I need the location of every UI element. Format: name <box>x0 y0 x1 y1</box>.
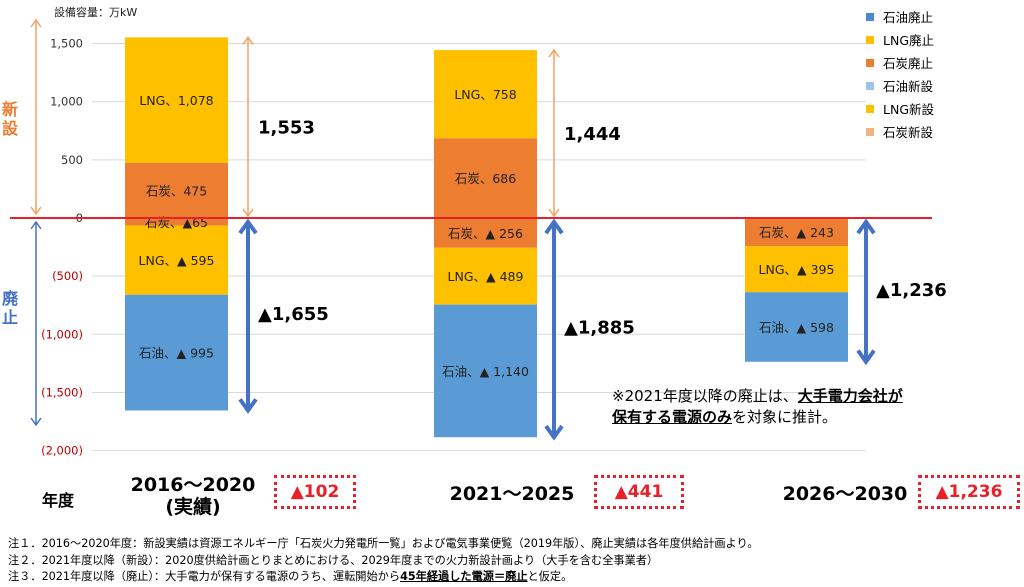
total-new-label: 1,444 <box>564 124 621 145</box>
legend-label: LNG廃止 <box>883 33 935 48</box>
bar-label: 石炭、475 <box>146 183 207 198</box>
footnote-3: 注３．2021年度以降（廃止）：大手電力が保有する電源のうち、運転開始から45年… <box>8 569 759 586</box>
bar-segment <box>434 304 537 438</box>
bar-segment <box>745 292 848 362</box>
y-tick-label: 500 <box>61 153 83 167</box>
bar-label: 石油、▲ 598 <box>759 320 834 335</box>
chart-canvas: 1,5001,0005000(500)(1,000)(1,500)(2,000)… <box>10 18 947 458</box>
bar-segment <box>125 294 228 411</box>
footnotes: 注１．2016～2020年度：新設実績は資源エネルギー庁「石炭火力発電所一覧」お… <box>8 536 759 586</box>
new-side-arrow <box>30 18 42 216</box>
footnote-text: 注３．2021年度以降（廃止）：大手電力が保有する電源のうち、運転開始から <box>8 570 401 583</box>
legend-swatch <box>866 35 874 44</box>
y-tick-label: (500) <box>52 269 83 283</box>
remark-emphasis: 保有する電源のみ <box>612 408 733 426</box>
unit-label: 設備容量：万kW <box>54 6 138 19</box>
legend-swatch <box>866 104 874 113</box>
legend-item: 石炭新設 <box>866 120 934 143</box>
legend-item: 石油新設 <box>866 74 934 97</box>
footnote-2: 注２．2021年度以降（新設）：2020度供給計画とりまとめにおける、2029年… <box>8 553 659 567</box>
y-tick-label: (1,500) <box>41 385 83 399</box>
retire-side-arrow <box>30 220 42 427</box>
net-change-box: ▲102 <box>274 475 356 509</box>
bar-label: 石炭、▲ 243 <box>759 225 834 240</box>
total-new-arrow <box>242 36 254 218</box>
period-label-2026-2030: 2026～2030 <box>765 483 925 505</box>
legend-item: LNG廃止 <box>866 28 934 51</box>
period-line: 2021～2025 <box>449 483 575 505</box>
legend-label: 石炭新設 <box>883 125 934 140</box>
total-retire-arrow <box>238 218 258 414</box>
remark-text: ※2021年度以降の廃止は、 <box>612 387 798 405</box>
legend-label: 石油新設 <box>883 79 934 94</box>
net-change-box: ▲1,236 <box>918 475 1020 509</box>
bars <box>125 37 848 438</box>
y-tick-label: (2,000) <box>41 444 83 458</box>
bar-label: 石炭、▲ 256 <box>448 226 523 241</box>
remark-text: を対象に推計。 <box>732 408 838 426</box>
x-axis-label: 年度 <box>42 491 75 510</box>
total-retire-arrow <box>544 218 564 441</box>
footnote-text: と仮定。 <box>527 570 573 583</box>
bar-segment <box>434 138 537 218</box>
legend-label: 石炭廃止 <box>883 56 934 71</box>
total-retire-label: ▲1,885 <box>564 318 635 339</box>
bar-segment <box>745 246 848 293</box>
legend-swatch <box>866 127 874 136</box>
legend-swatch <box>866 58 874 67</box>
bar-segment <box>434 218 537 248</box>
bar-segment <box>125 37 228 163</box>
side-label-new: 新設 <box>2 100 19 138</box>
footnote-emphasis: 45年経過した電源＝廃止 <box>400 570 528 583</box>
bar-segment <box>125 225 228 295</box>
bar-label: LNG、1,078 <box>139 93 213 108</box>
legend-label: LNG新設 <box>883 102 935 117</box>
total-new-label: 1,553 <box>258 118 315 139</box>
legend-item: LNG新設 <box>866 97 934 120</box>
net-change-box: ▲441 <box>594 475 684 509</box>
total-retire-label: ▲1,236 <box>876 280 947 301</box>
period-line: (実績) <box>165 496 221 518</box>
bar-label: LNG、▲ 595 <box>139 253 215 268</box>
total-retire-label: ▲1,655 <box>258 304 329 325</box>
remark-note: ※2021年度以降の廃止は、大手電力会社が 保有する電源のみを対象に推計。 <box>612 386 992 428</box>
y-tick-label: (1,000) <box>41 327 83 341</box>
bar-label: 石炭、686 <box>455 171 516 186</box>
legend-item: 石油廃止 <box>866 5 934 28</box>
bar-segment <box>434 50 537 139</box>
total-arrows: 1,553 1,444 ▲1,655 ▲1,885 ▲1,236 <box>238 36 947 441</box>
period-label-2016-2020: 2016～2020 (実績) <box>118 474 268 518</box>
bar-segment <box>125 218 228 226</box>
remark-emphasis: 大手電力会社が <box>797 387 903 405</box>
bar-label: 石油、▲ 995 <box>139 346 214 361</box>
bar-label: LNG、▲ 395 <box>759 262 835 277</box>
bar-label: LNG、▲ 489 <box>448 269 524 284</box>
total-retire-arrow <box>856 218 876 366</box>
period-line: 2026～2030 <box>782 483 908 505</box>
side-arrows <box>30 18 42 427</box>
legend: 石油廃止 LNG廃止 石炭廃止 石油新設 LNG新設 石炭新設 <box>866 5 934 143</box>
period-line: 2016～2020 <box>130 474 256 496</box>
side-label-retire: 廃止 <box>2 289 19 327</box>
legend-label: 石油廃止 <box>883 10 934 25</box>
bar-segment <box>745 218 848 247</box>
bar-segment <box>125 162 228 218</box>
legend-swatch <box>866 81 874 90</box>
y-tick-label: 1,000 <box>50 95 83 109</box>
bar-label: LNG、758 <box>454 87 516 102</box>
y-tick-label: 1,500 <box>50 37 83 51</box>
footnote-1: 注１．2016～2020年度：新設実績は資源エネルギー庁「石炭火力発電所一覧」お… <box>8 537 759 550</box>
bar-segment <box>434 247 537 305</box>
period-label-2021-2025: 2021～2025 <box>432 483 592 505</box>
total-new-arrow <box>548 48 560 218</box>
legend-item: 石炭廃止 <box>866 51 934 74</box>
legend-swatch <box>866 12 874 21</box>
bar-label: 石油、▲ 1,140 <box>442 364 529 379</box>
